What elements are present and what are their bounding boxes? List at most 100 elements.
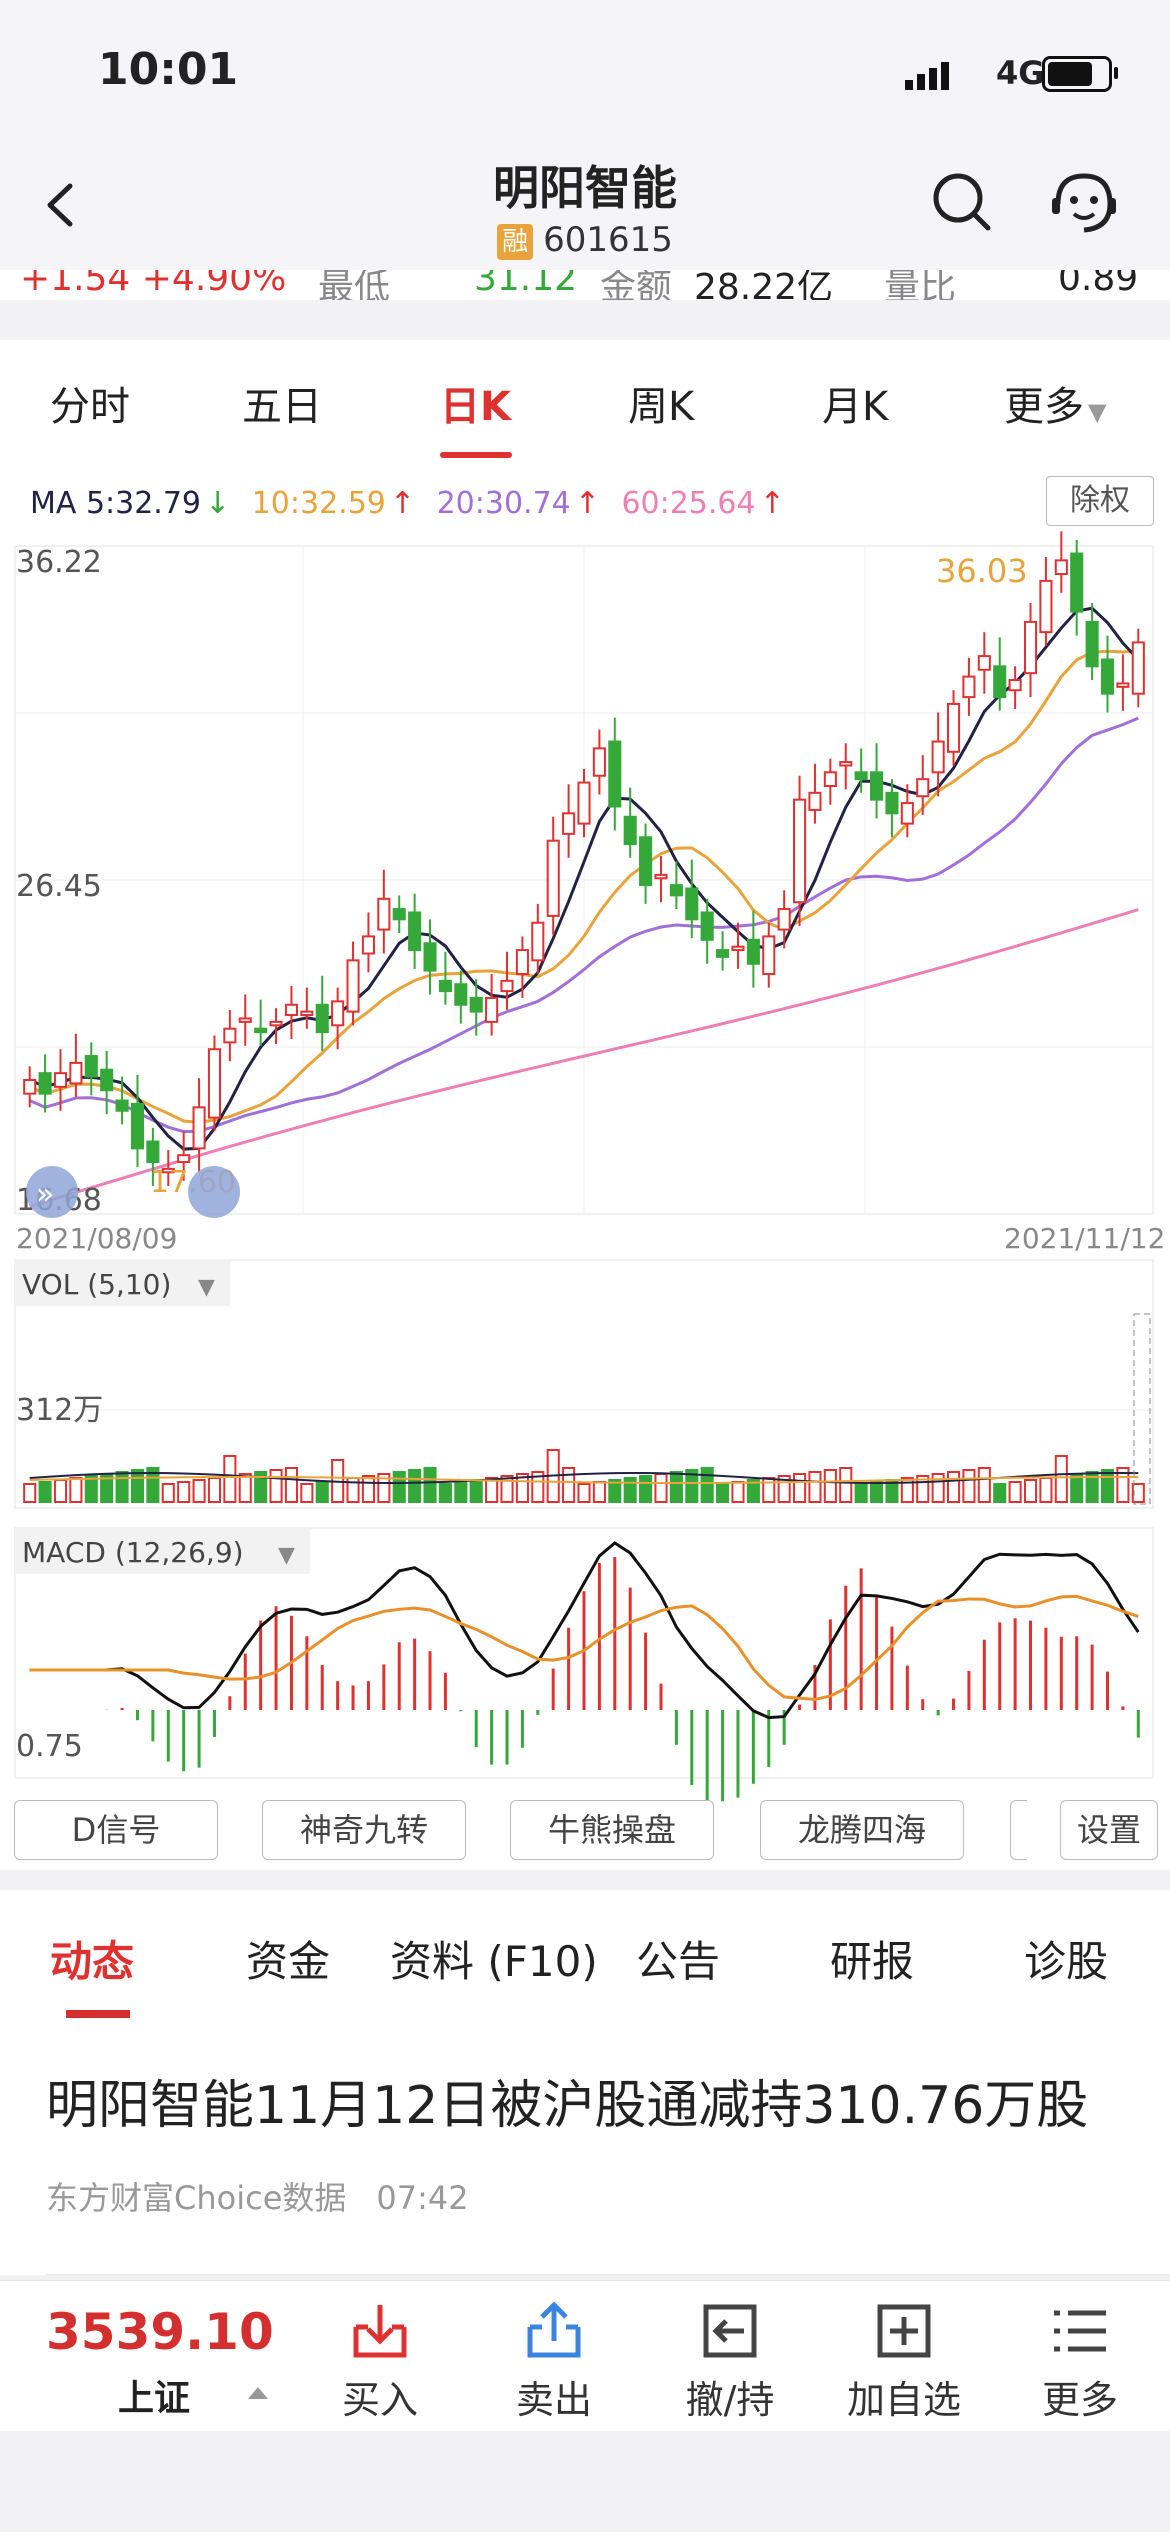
candle (716, 949, 730, 958)
volume-bar (377, 1473, 391, 1503)
tab-capital[interactable]: 资金 (246, 1937, 331, 1986)
vol-selector[interactable] (15, 1260, 230, 1306)
add-watchlist-label: 加自选 (846, 2378, 961, 2422)
volume-bar (1054, 1455, 1068, 1503)
macd-dea-line (29, 1594, 1139, 1701)
volume-bar (500, 1475, 514, 1503)
ex-rights-button[interactable]: 除权 (1046, 476, 1154, 526)
tab-f10[interactable]: 资料 (F10) (390, 1937, 598, 1986)
candle (254, 1027, 268, 1034)
news-item[interactable]: 明阳智能11月12日被沪股通减持310.76万股 东方财富Choice数据 07:… (0, 2025, 1170, 2275)
volume-bar (731, 1481, 745, 1503)
candle (793, 798, 807, 904)
volume-bar (161, 1483, 175, 1503)
menu-icon (1054, 2310, 1106, 2352)
tool-bull-bear[interactable]: 牛熊操盘 (510, 1800, 714, 1860)
bottom-bar: 3539.10 上证 买入 卖出 撤/持 (0, 2280, 1170, 2431)
volume-bar (38, 1481, 52, 1503)
battery-icon (1042, 56, 1118, 92)
more-button[interactable]: 更多 (1020, 2299, 1140, 2424)
back-icon[interactable] (36, 180, 86, 230)
tab-more[interactable]: 更多 ▼ (1004, 374, 1106, 432)
ma5-value: MA 5:32.79 (30, 486, 202, 521)
arrow-up-icon: ↑ (574, 486, 600, 521)
x-label-start: 2021/08/09 (16, 1222, 177, 1255)
volume-bar (438, 1483, 452, 1503)
candle (669, 884, 683, 897)
expand-icon[interactable] (188, 1166, 240, 1218)
candle (931, 740, 945, 774)
volume-bar (454, 1481, 468, 1503)
tool-settings[interactable]: 设置 (1060, 1800, 1158, 1860)
volume-bar (577, 1483, 591, 1503)
news-source: 东方财富Choice数据 (46, 2179, 347, 2217)
candle (469, 996, 483, 1013)
candle (900, 802, 914, 825)
candle (284, 1003, 298, 1017)
amount-label: 金额 (600, 270, 673, 300)
tab-fenshi[interactable]: 分时 (50, 384, 130, 430)
customer-service-icon[interactable] (1048, 168, 1120, 240)
index-name[interactable]: 上证 (118, 2378, 191, 2419)
add-watchlist-button[interactable]: 加自选 (844, 2299, 964, 2424)
low-label: 最低 (318, 270, 391, 300)
volume-bar (608, 1479, 622, 1503)
high-annotation: 36.03 (936, 552, 1028, 590)
candlestick-chart[interactable]: 36.22 26.45 16.68 36.03 17.60 » 2021/08/… (0, 530, 1170, 1850)
volume-bar (69, 1477, 83, 1503)
tab-monthly-k[interactable]: 月K (822, 384, 889, 430)
tab-weekly-k[interactable]: 周K (628, 384, 695, 430)
volume-bar (870, 1481, 884, 1503)
volume-bar (839, 1467, 853, 1503)
price-change: +1.54 +4.90% (20, 270, 287, 299)
index-value[interactable]: 3539.10 (46, 2303, 274, 2361)
candle (654, 873, 668, 880)
candle (331, 1000, 345, 1027)
candle (808, 791, 822, 811)
candle (592, 747, 606, 777)
tab-research[interactable]: 研报 (830, 1937, 915, 1986)
volume-bar (146, 1467, 160, 1503)
buy-label: 买入 (341, 2378, 418, 2422)
nav-bar: 明阳智能 融 601615 (0, 140, 1170, 270)
tab-diagnosis[interactable]: 诊股 (1024, 1937, 1109, 1986)
volume-bar (130, 1469, 145, 1503)
candle (777, 908, 791, 931)
tool-hidden[interactable] (1010, 1800, 1027, 1860)
search-icon[interactable] (930, 170, 994, 234)
chevron-down-icon: ▼ (1088, 398, 1107, 426)
cancel-hold-button[interactable]: 撤/持 (670, 2299, 790, 2424)
news-headline[interactable]: 明阳智能11月12日被沪股通减持310.76万股 (46, 2076, 1089, 2136)
volume-bar (485, 1477, 499, 1503)
volume-bar (84, 1475, 98, 1503)
signal-icon (905, 62, 953, 90)
macd-selector[interactable] (15, 1528, 310, 1574)
arrow-up-icon: ↑ (759, 486, 785, 521)
cancel-hold-label: 撤/持 (685, 2378, 775, 2422)
tab-daily-k[interactable]: 日K (440, 384, 511, 430)
caret-up-icon[interactable] (248, 2387, 268, 2399)
collapse-left-icon[interactable] (26, 1166, 78, 1218)
tab-announcements[interactable]: 公告 (636, 1937, 721, 1986)
chevron-down-icon: ▼ (198, 1275, 215, 1300)
volume-bar (469, 1479, 483, 1503)
candle (192, 1106, 206, 1150)
volume-bar (238, 1473, 252, 1503)
tab-news[interactable]: 动态 (50, 1937, 135, 1986)
volume-bar (669, 1471, 683, 1503)
candle (1054, 559, 1068, 576)
candle (1131, 641, 1145, 695)
candle (53, 1072, 68, 1088)
volume-bar (423, 1467, 437, 1503)
news-time: 07:42 (376, 2179, 469, 2217)
candle (1085, 620, 1099, 668)
tool-dragon[interactable]: 龙腾四海 (760, 1800, 964, 1860)
tool-magic-nine[interactable]: 神奇九转 (262, 1800, 466, 1860)
tab-wuri[interactable]: 五日 (242, 384, 322, 430)
ma60-line (29, 908, 1139, 1208)
tool-d-signal[interactable]: D信号 (14, 1800, 218, 1860)
candle (38, 1072, 52, 1095)
sell-button[interactable]: 卖出 (494, 2299, 614, 2424)
buy-button[interactable]: 买入 (320, 2299, 440, 2424)
candle (1008, 679, 1022, 692)
